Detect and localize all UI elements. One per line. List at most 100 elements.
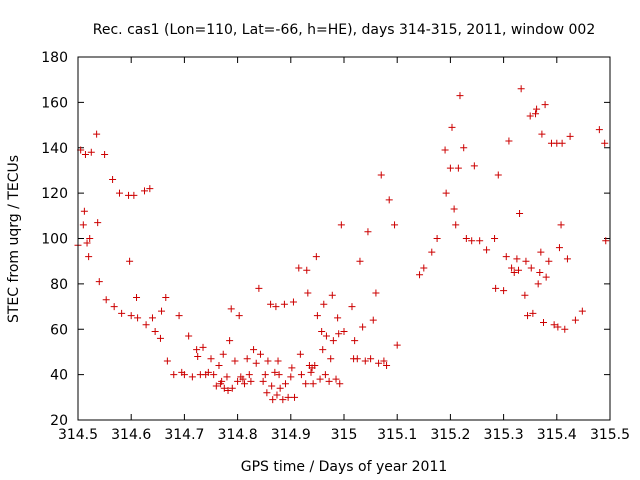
data-point-19 (126, 257, 134, 265)
y-tick-label-3: 80 (50, 277, 68, 293)
data-point-87 (284, 393, 292, 401)
x-tick-label-6: 315.1 (377, 427, 417, 443)
x-axis-label: GPS time / Days of year 2011 (241, 459, 448, 475)
y-tick-label-2: 60 (50, 322, 68, 338)
data-point-170 (522, 257, 530, 265)
data-point-8 (87, 148, 95, 156)
data-point-115 (332, 375, 340, 383)
data-point-169 (521, 291, 529, 299)
data-point-196 (578, 307, 586, 315)
data-point-113 (328, 291, 336, 299)
data-point-26 (146, 185, 154, 193)
data-point-151 (460, 144, 468, 152)
data-point-58 (231, 357, 239, 365)
data-point-114 (329, 337, 337, 345)
data-point-62 (239, 375, 247, 383)
data-point-31 (162, 293, 170, 301)
data-point-126 (359, 323, 367, 331)
data-point-108 (320, 300, 328, 308)
data-point-193 (563, 255, 571, 263)
data-point-166 (514, 266, 522, 274)
data-point-28 (151, 328, 159, 336)
data-point-40 (194, 352, 202, 360)
data-point-81 (274, 357, 282, 365)
data-point-197 (595, 126, 603, 134)
data-point-63 (241, 380, 249, 388)
x-tick-label-7: 315.2 (430, 427, 470, 443)
data-point-24 (141, 187, 148, 195)
data-point-20 (127, 312, 135, 320)
data-point-70 (256, 350, 264, 358)
data-point-104 (313, 312, 321, 320)
x-tick-label-10: 315.5 (590, 427, 630, 443)
data-point-60 (235, 312, 243, 320)
data-point-16 (115, 189, 123, 197)
data-point-2 (79, 221, 87, 229)
data-point-82 (275, 371, 283, 379)
data-point-94 (297, 371, 305, 379)
data-point-195 (571, 316, 579, 324)
data-point-91 (291, 393, 299, 401)
data-point-177 (534, 280, 542, 288)
data-point-127 (361, 357, 369, 365)
data-point-14 (109, 176, 117, 184)
data-point-13 (102, 296, 110, 304)
data-point-178 (536, 269, 544, 277)
data-point-73 (263, 389, 271, 397)
data-point-182 (541, 101, 549, 109)
data-point-103 (312, 253, 320, 261)
data-point-135 (383, 362, 391, 370)
x-tick-label-8: 315.3 (484, 427, 524, 443)
data-point-192 (561, 325, 569, 333)
data-point-176 (533, 105, 541, 113)
data-point-6 (85, 253, 93, 261)
data-point-27 (148, 314, 156, 322)
x-tick-label-9: 315.4 (537, 427, 577, 443)
data-point-180 (538, 130, 546, 138)
data-point-78 (271, 368, 279, 376)
y-axis-label: STEC from uqrg / TECUs (6, 155, 22, 323)
data-point-95 (302, 380, 310, 388)
data-point-36 (180, 371, 188, 379)
data-points (74, 85, 610, 404)
data-point-163 (508, 264, 516, 272)
data-point-90 (289, 298, 297, 306)
data-point-64 (243, 355, 251, 363)
data-point-54 (224, 387, 232, 395)
x-tick-label-2: 314.7 (164, 427, 204, 443)
data-point-42 (199, 343, 207, 351)
plot-frame (77, 56, 611, 421)
data-point-124 (353, 355, 361, 363)
data-point-117 (335, 330, 343, 338)
data-point-76 (268, 382, 276, 390)
data-point-3 (80, 207, 88, 215)
data-point-149 (454, 164, 462, 172)
data-point-17 (118, 309, 126, 317)
data-point-121 (348, 303, 356, 311)
data-point-55 (226, 337, 234, 345)
data-point-198 (601, 139, 609, 147)
data-point-148 (452, 221, 460, 229)
data-point-15 (110, 303, 118, 311)
data-point-119 (337, 221, 345, 229)
data-point-133 (377, 171, 385, 179)
data-point-173 (527, 264, 535, 272)
data-point-50 (218, 377, 226, 385)
data-point-157 (491, 235, 499, 242)
data-point-136 (385, 196, 393, 204)
data-point-137 (391, 221, 399, 229)
data-point-65 (245, 371, 253, 379)
data-point-128 (364, 228, 372, 236)
data-point-107 (319, 346, 327, 354)
data-point-174 (529, 309, 537, 317)
data-point-83 (276, 384, 284, 392)
data-point-96 (303, 266, 311, 274)
data-point-110 (322, 332, 330, 340)
data-point-184 (545, 257, 553, 265)
y-tick-label-8: 180 (41, 50, 68, 66)
data-point-131 (372, 289, 380, 297)
data-point-101 (309, 380, 317, 388)
data-point-29 (156, 334, 164, 342)
data-point-47 (212, 382, 220, 390)
